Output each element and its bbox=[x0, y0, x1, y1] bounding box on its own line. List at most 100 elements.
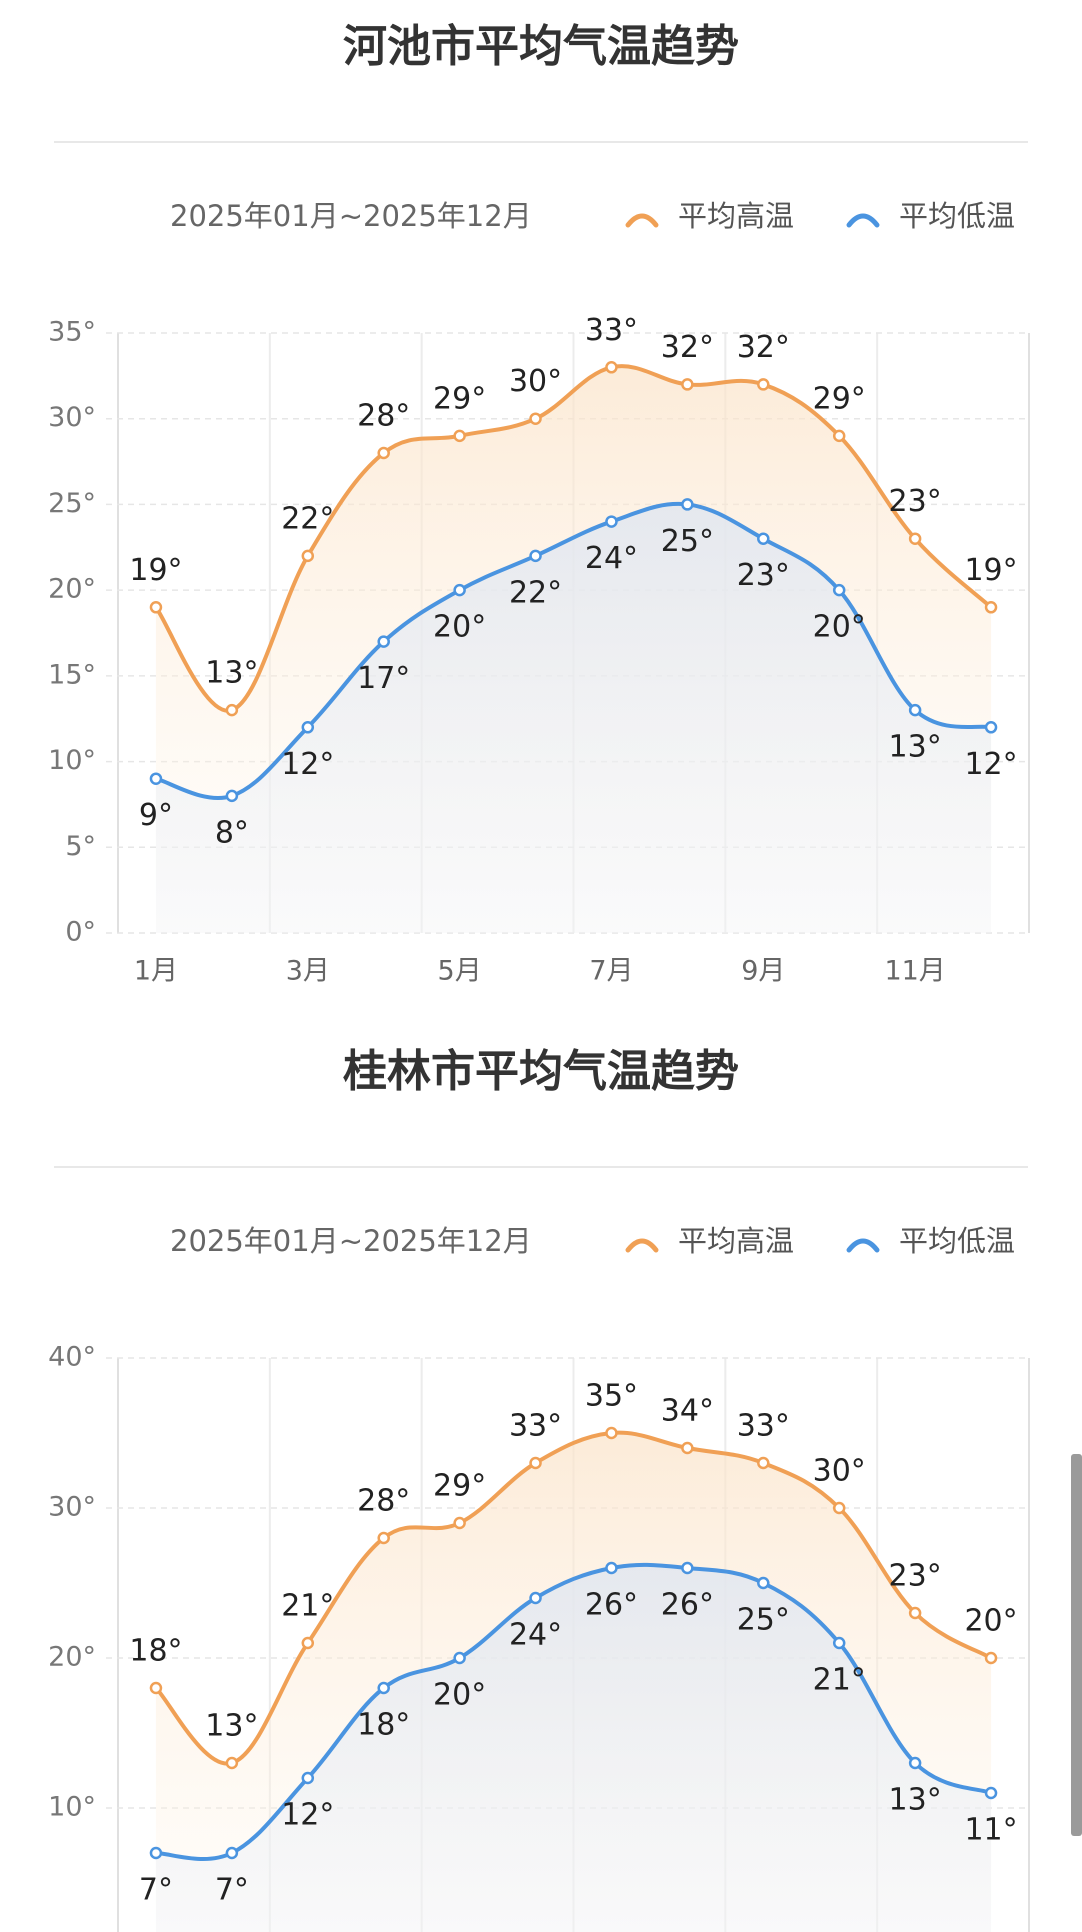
point bbox=[757, 1456, 770, 1470]
point bbox=[605, 361, 618, 374]
legend-icon bbox=[846, 213, 880, 228]
point bbox=[301, 721, 315, 734]
subtitle: 2025年01月~2025年12月 bbox=[170, 199, 532, 233]
x-tick-label: 11月 bbox=[884, 956, 945, 987]
y-tick-label: 10° bbox=[48, 1792, 96, 1823]
point bbox=[757, 1576, 770, 1590]
point bbox=[149, 772, 163, 785]
point bbox=[908, 1756, 922, 1770]
value-label: 24° bbox=[585, 541, 638, 576]
value-label: 33° bbox=[585, 313, 638, 348]
series-line bbox=[154, 364, 993, 713]
value-label: 28° bbox=[357, 399, 410, 434]
legend-icon bbox=[625, 213, 659, 228]
legend-label: 平均高温 bbox=[678, 1224, 794, 1258]
point bbox=[301, 1771, 315, 1785]
point bbox=[984, 601, 998, 614]
y-tick-label: 30° bbox=[48, 1492, 96, 1523]
y-tick-label: 0° bbox=[65, 917, 96, 948]
value-label: 29° bbox=[433, 381, 486, 416]
point bbox=[984, 1651, 998, 1665]
y-tick-label: 20° bbox=[48, 574, 96, 605]
value-label: 26° bbox=[585, 1588, 638, 1623]
value-label: 28° bbox=[357, 1484, 410, 1519]
value-label: 33° bbox=[509, 1409, 562, 1444]
value-label: 29° bbox=[813, 381, 866, 416]
value-label: 23° bbox=[889, 1559, 942, 1594]
point bbox=[225, 1756, 239, 1770]
point bbox=[225, 1846, 239, 1860]
value-label: 12° bbox=[281, 747, 334, 782]
chart-title: 河池市平均气温趋势 bbox=[343, 21, 739, 72]
value-label: 18° bbox=[129, 1634, 182, 1669]
point bbox=[832, 429, 846, 443]
value-label: 12° bbox=[281, 1798, 334, 1833]
value-label: 32° bbox=[737, 330, 790, 365]
point bbox=[301, 549, 315, 563]
point bbox=[908, 1606, 922, 1620]
point bbox=[225, 703, 239, 717]
point bbox=[681, 1441, 694, 1455]
point bbox=[832, 583, 846, 597]
value-label: 22° bbox=[281, 501, 334, 536]
y-tick-label: 25° bbox=[48, 488, 96, 519]
scrollbar bbox=[1071, 1454, 1082, 1836]
y-tick-label: 20° bbox=[48, 1642, 96, 1673]
value-label: 17° bbox=[357, 661, 410, 696]
x-tick-label: 3月 bbox=[286, 956, 330, 987]
value-label: 13° bbox=[205, 1709, 258, 1744]
point bbox=[377, 446, 390, 460]
series-line bbox=[154, 1430, 993, 1766]
subtitle: 2025年01月~2025年12月 bbox=[170, 1224, 532, 1258]
y-tick-label: 40° bbox=[48, 1342, 96, 1373]
value-label: 8° bbox=[215, 815, 249, 850]
point bbox=[301, 1636, 315, 1650]
point bbox=[149, 1681, 163, 1695]
x-tick-label: 9月 bbox=[741, 956, 785, 987]
point bbox=[605, 1426, 618, 1440]
value-label: 12° bbox=[964, 747, 1017, 782]
value-label: 11° bbox=[964, 1813, 1017, 1848]
point bbox=[529, 412, 542, 425]
y-tick-label: 30° bbox=[48, 402, 96, 433]
point bbox=[529, 549, 542, 563]
value-label: 34° bbox=[661, 1394, 714, 1429]
point bbox=[908, 532, 922, 545]
point bbox=[681, 1561, 694, 1575]
legend-label: 平均高温 bbox=[678, 199, 794, 233]
point bbox=[377, 1531, 390, 1545]
point bbox=[832, 1636, 846, 1650]
point bbox=[377, 1681, 390, 1695]
legend-label: 平均低温 bbox=[899, 199, 1015, 233]
area bbox=[155, 1564, 992, 1932]
value-label: 25° bbox=[737, 1603, 790, 1638]
point bbox=[225, 789, 239, 803]
point bbox=[908, 703, 922, 717]
area bbox=[155, 503, 992, 933]
point bbox=[757, 378, 770, 391]
point bbox=[149, 1846, 163, 1860]
point bbox=[453, 1651, 466, 1665]
value-label: 18° bbox=[357, 1708, 410, 1743]
point bbox=[605, 1561, 618, 1575]
legend-label: 平均低温 bbox=[899, 1224, 1015, 1258]
chart-title: 桂林市平均气温趋势 bbox=[343, 1046, 739, 1097]
point bbox=[984, 721, 998, 734]
point bbox=[984, 1786, 998, 1800]
y-tick-label: 15° bbox=[48, 659, 96, 690]
series-line bbox=[155, 501, 992, 800]
point bbox=[453, 1516, 466, 1530]
value-label: 7° bbox=[215, 1873, 249, 1908]
value-label: 30° bbox=[813, 1454, 866, 1489]
value-label: 21° bbox=[281, 1589, 334, 1624]
y-tick-label: 5° bbox=[65, 831, 96, 862]
point bbox=[377, 635, 390, 648]
value-label: 33° bbox=[737, 1409, 790, 1444]
legend-icon bbox=[846, 1238, 880, 1253]
point bbox=[832, 1501, 846, 1515]
point bbox=[529, 1591, 542, 1605]
value-label: 13° bbox=[205, 656, 258, 691]
point bbox=[757, 532, 770, 545]
x-tick-label: 1月 bbox=[134, 956, 178, 987]
